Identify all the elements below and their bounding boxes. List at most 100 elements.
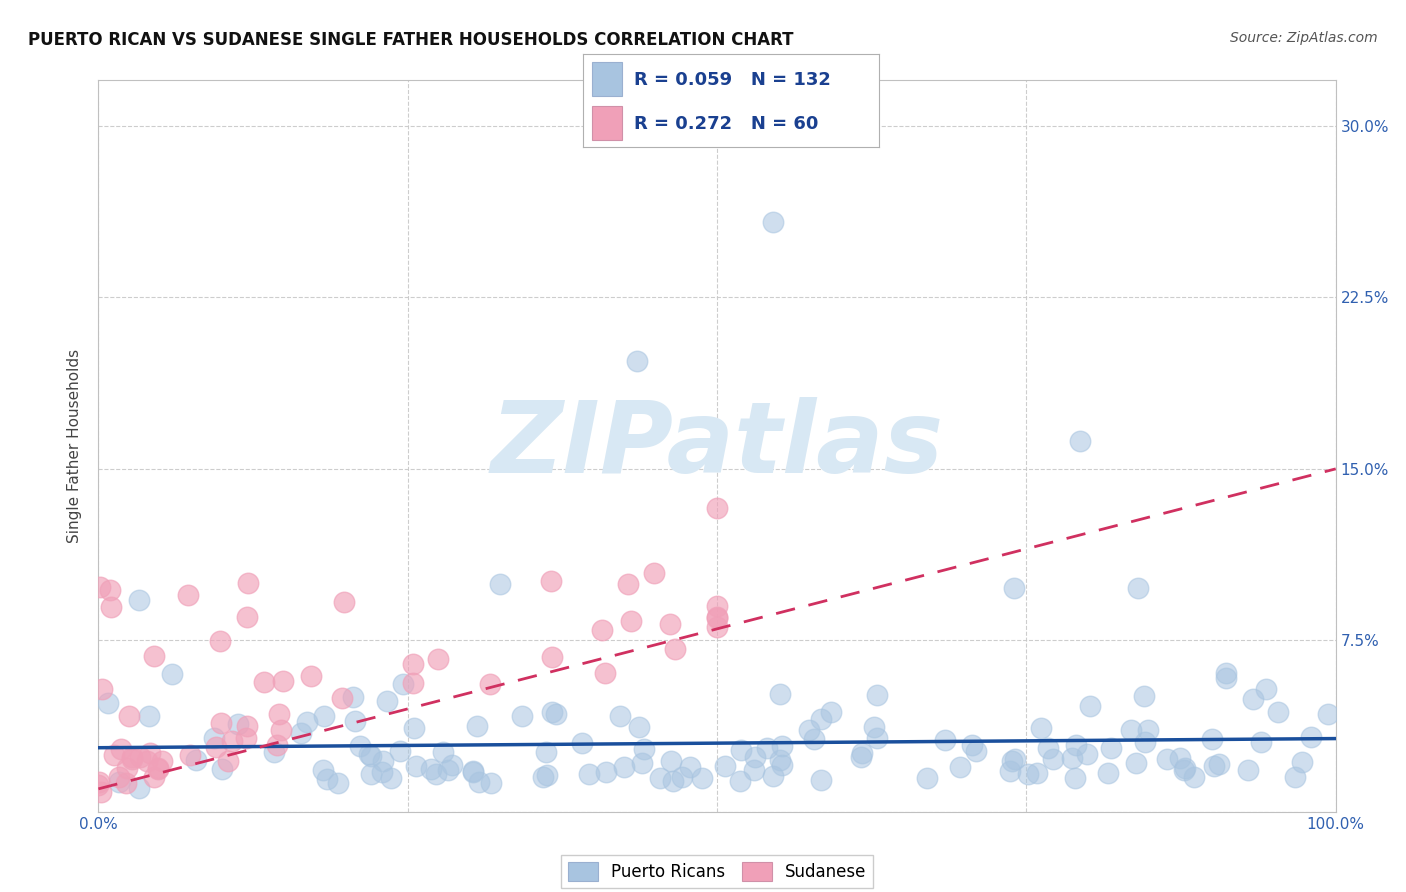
Point <box>626 354 648 368</box>
Point <box>271 673 294 688</box>
Point <box>1064 771 1087 785</box>
Point <box>1182 770 1205 784</box>
Point <box>664 641 686 656</box>
Point <box>343 714 366 728</box>
Point <box>1291 755 1313 769</box>
Point <box>138 709 160 723</box>
Point <box>690 771 713 785</box>
Point <box>1204 759 1226 773</box>
Point <box>810 713 832 727</box>
Point <box>440 758 463 772</box>
Point <box>91 681 114 696</box>
Text: R = 0.059   N = 132: R = 0.059 N = 132 <box>634 70 831 88</box>
Point <box>648 771 671 785</box>
Point <box>617 577 640 591</box>
Point <box>202 731 225 746</box>
Point <box>643 566 665 580</box>
Point <box>405 758 427 772</box>
Point <box>1215 671 1237 685</box>
Point <box>706 599 728 613</box>
Point <box>960 739 983 753</box>
Point <box>770 758 793 772</box>
Point <box>110 741 132 756</box>
Point <box>97 696 120 710</box>
Point <box>756 740 779 755</box>
Point <box>770 739 793 753</box>
Point <box>1168 751 1191 765</box>
Point <box>659 755 682 769</box>
Point <box>420 762 443 776</box>
Point <box>1001 754 1024 768</box>
Point <box>235 731 257 745</box>
Point <box>1284 771 1306 785</box>
Point <box>917 771 939 785</box>
Legend: Puerto Ricans, Sudanese: Puerto Ricans, Sudanese <box>561 855 873 888</box>
Point <box>1201 731 1223 746</box>
Point <box>851 746 873 760</box>
Point <box>799 723 821 738</box>
Point <box>360 749 382 764</box>
Point <box>211 763 233 777</box>
Point <box>998 764 1021 778</box>
Point <box>489 577 512 591</box>
Point <box>609 709 631 723</box>
Point <box>1215 666 1237 681</box>
Point <box>121 749 143 764</box>
Point <box>730 743 752 757</box>
Point <box>1267 705 1289 719</box>
Point <box>706 609 728 624</box>
Point <box>236 610 259 624</box>
Bar <box>592 62 621 95</box>
Point <box>544 706 567 721</box>
Point <box>267 706 290 721</box>
Point <box>100 600 122 615</box>
Point <box>678 760 700 774</box>
Point <box>1125 756 1147 770</box>
Point <box>146 763 169 777</box>
Point <box>236 718 259 732</box>
Point <box>849 750 872 764</box>
Point <box>121 751 143 765</box>
Point <box>863 720 886 734</box>
Point <box>107 770 129 784</box>
Point <box>117 761 139 775</box>
Point <box>803 732 825 747</box>
Point <box>810 772 832 787</box>
Point <box>1099 741 1122 756</box>
Point <box>221 733 243 747</box>
Point <box>326 776 349 790</box>
Point <box>128 593 150 607</box>
Point <box>934 733 956 747</box>
Point <box>360 767 382 781</box>
Point <box>768 753 790 767</box>
Point <box>209 634 232 648</box>
Point <box>820 705 842 719</box>
Point <box>479 775 502 789</box>
Point <box>1078 698 1101 713</box>
Point <box>540 706 562 720</box>
Point <box>541 650 564 665</box>
Point <box>375 694 398 708</box>
Point <box>253 675 276 690</box>
Point <box>1076 747 1098 761</box>
Point <box>402 675 425 690</box>
Point <box>1133 735 1156 749</box>
Text: ZIPatlas: ZIPatlas <box>491 398 943 494</box>
Point <box>217 754 239 768</box>
Point <box>461 764 484 778</box>
Point <box>118 708 141 723</box>
Point <box>1038 741 1060 756</box>
Point <box>478 676 501 690</box>
Point <box>463 764 485 779</box>
Point <box>142 649 165 664</box>
Point <box>865 731 887 745</box>
Point <box>769 686 792 700</box>
Point <box>536 767 558 781</box>
Point <box>465 719 488 733</box>
Point <box>370 764 392 779</box>
Point <box>1097 765 1119 780</box>
Point <box>1208 756 1230 771</box>
Point <box>595 765 617 780</box>
Point <box>534 745 557 759</box>
Text: PUERTO RICAN VS SUDANESE SINGLE FATHER HOUSEHOLDS CORRELATION CHART: PUERTO RICAN VS SUDANESE SINGLE FATHER H… <box>28 31 793 49</box>
